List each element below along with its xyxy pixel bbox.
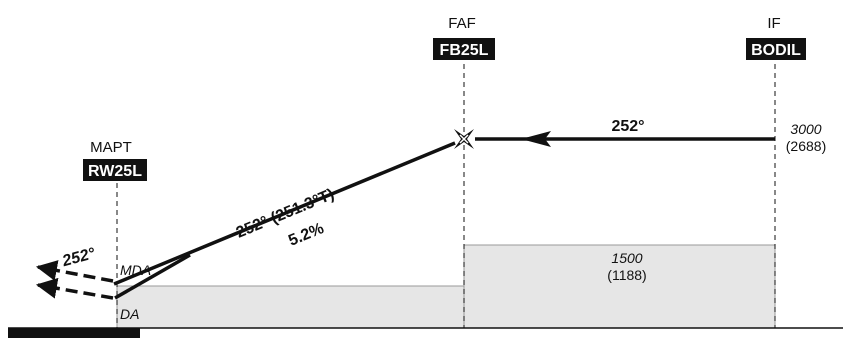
clearance-area-final: [116, 285, 465, 329]
if-role-label: IF: [767, 15, 780, 32]
final-gradient-label: 5.2%: [286, 220, 326, 250]
mda-label: MDA: [120, 262, 151, 278]
clearance-height: (1188): [607, 267, 646, 283]
faf-maltese-cross-icon: [454, 129, 474, 149]
if-fix-name: BODIL: [751, 42, 801, 59]
mapt-fix-box: RW25L: [83, 159, 147, 181]
if-height: (2688): [786, 138, 826, 154]
clearance-altitude: 1500: [611, 250, 642, 266]
intermediate-course-label: 252°: [611, 118, 644, 135]
if-altitude: 3000: [790, 121, 821, 137]
intermediate-direction-arrow: [521, 131, 551, 147]
faf-fix-name: FB25L: [440, 42, 489, 59]
runway-bar: [8, 328, 140, 338]
if-fix-box: BODIL: [746, 38, 806, 60]
faf-role-label: FAF: [448, 15, 476, 32]
da-descent-line: [114, 253, 191, 300]
da-label: DA: [120, 306, 139, 322]
missed-approach-course-label: 252°: [60, 245, 98, 270]
mapt-fix-name: RW25L: [88, 163, 142, 180]
mapt-role-label: MAPT: [90, 139, 132, 156]
faf-fix-box: FB25L: [433, 38, 495, 60]
clearance-area-intermediate: [463, 244, 776, 329]
missed-approach-arrow-lower: [35, 277, 114, 300]
final-segment-line: [113, 141, 456, 286]
missed-approach-arrow-upper: [35, 260, 114, 283]
